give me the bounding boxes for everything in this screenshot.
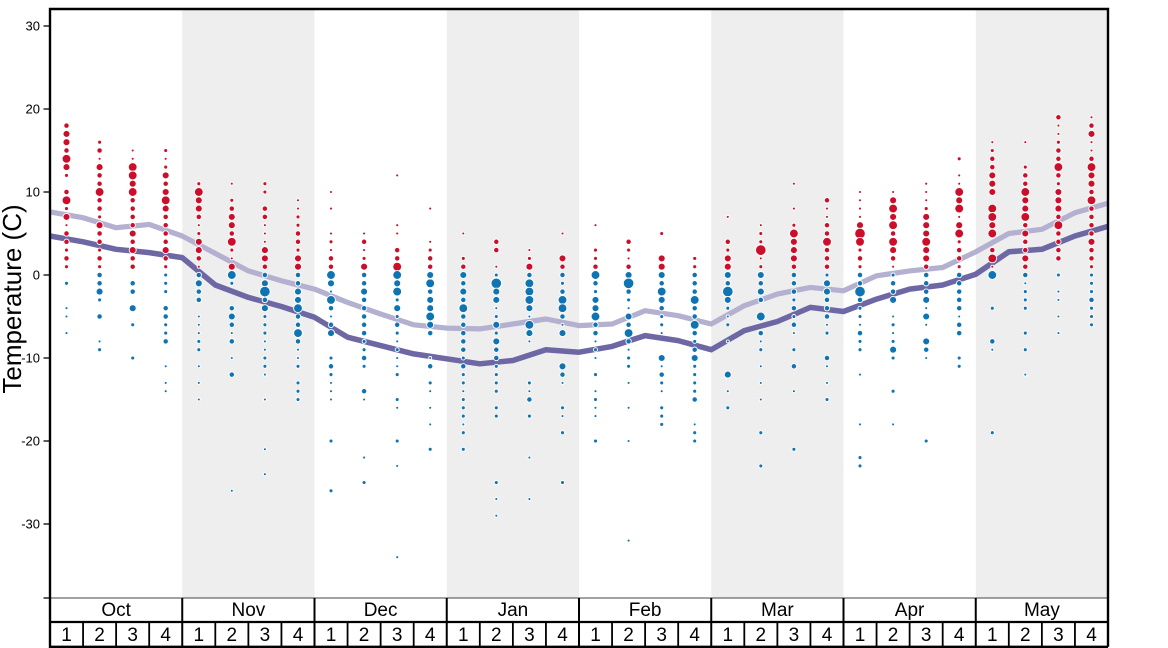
svg-text:Nov: Nov <box>232 600 266 621</box>
svg-text:Feb: Feb <box>629 600 662 621</box>
svg-text:2: 2 <box>888 625 899 646</box>
svg-text:-10: -10 <box>21 351 40 366</box>
svg-text:4: 4 <box>160 625 171 646</box>
svg-text:1: 1 <box>326 625 337 646</box>
svg-text:Temperature (C): Temperature (C) <box>0 204 27 393</box>
svg-text:-30: -30 <box>21 517 40 532</box>
svg-text:1: 1 <box>855 625 866 646</box>
svg-text:3: 3 <box>656 625 667 646</box>
svg-text:4: 4 <box>954 625 965 646</box>
svg-text:3: 3 <box>921 625 932 646</box>
svg-text:4: 4 <box>293 625 304 646</box>
svg-text:1: 1 <box>590 625 601 646</box>
svg-text:4: 4 <box>557 625 568 646</box>
svg-text:2: 2 <box>94 625 105 646</box>
svg-text:4: 4 <box>689 625 700 646</box>
svg-text:2: 2 <box>623 625 634 646</box>
svg-text:0: 0 <box>33 268 40 283</box>
svg-text:1: 1 <box>61 625 72 646</box>
svg-text:3: 3 <box>789 625 800 646</box>
svg-text:-20: -20 <box>21 434 40 449</box>
svg-text:3: 3 <box>1053 625 1064 646</box>
svg-text:20: 20 <box>26 102 40 117</box>
svg-text:2: 2 <box>756 625 767 646</box>
svg-text:Jan: Jan <box>498 600 529 621</box>
svg-text:3: 3 <box>524 625 535 646</box>
svg-text:Apr: Apr <box>895 600 925 621</box>
svg-text:30: 30 <box>26 19 40 34</box>
svg-text:2: 2 <box>1020 625 1031 646</box>
svg-text:May: May <box>1024 600 1060 621</box>
svg-text:4: 4 <box>822 625 833 646</box>
svg-text:1: 1 <box>723 625 734 646</box>
svg-text:2: 2 <box>359 625 370 646</box>
svg-text:4: 4 <box>425 625 436 646</box>
svg-text:Oct: Oct <box>101 600 131 621</box>
svg-text:3: 3 <box>392 625 403 646</box>
svg-text:1: 1 <box>194 625 205 646</box>
svg-text:10: 10 <box>26 185 40 200</box>
svg-text:3: 3 <box>260 625 271 646</box>
svg-text:2: 2 <box>491 625 502 646</box>
svg-text:4: 4 <box>1086 625 1097 646</box>
svg-text:Mar: Mar <box>761 600 794 621</box>
svg-text:1: 1 <box>458 625 469 646</box>
svg-text:1: 1 <box>987 625 998 646</box>
svg-text:Dec: Dec <box>364 600 398 621</box>
svg-text:3: 3 <box>127 625 138 646</box>
svg-text:2: 2 <box>227 625 238 646</box>
